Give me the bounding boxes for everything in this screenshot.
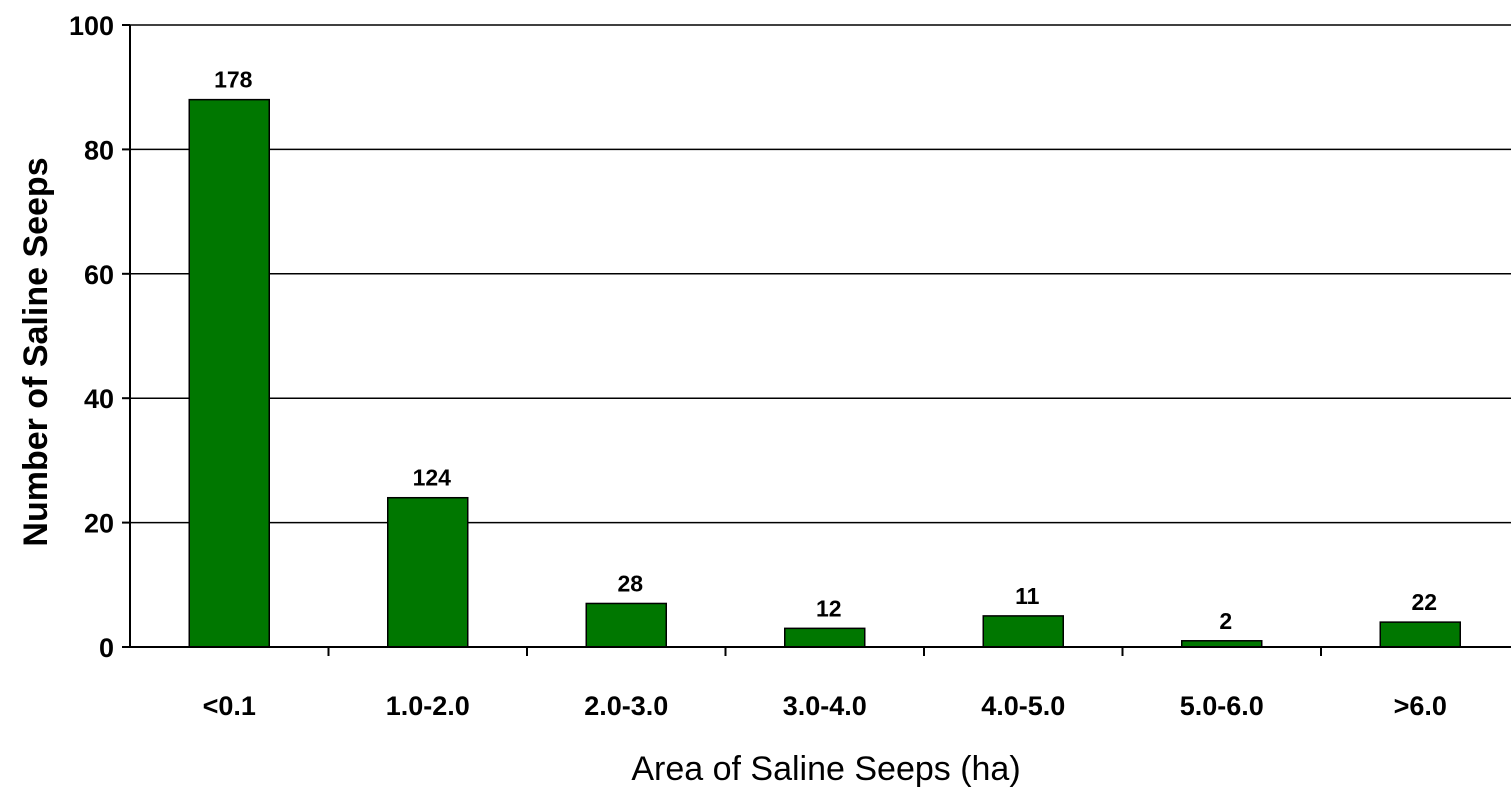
data-label: 124: [413, 465, 452, 491]
axes: [129, 25, 1511, 648]
bar: [982, 615, 1064, 648]
x-tick-label: 1.0-2.0: [386, 691, 470, 721]
y-ticks: 0 20 40 60 80 100: [69, 11, 130, 663]
data-label: 2: [1219, 608, 1232, 634]
x-tick-label: 4.0-5.0: [981, 691, 1065, 721]
y-tick-label: 0: [99, 633, 114, 663]
x-tick-label: 2.0-3.0: [584, 691, 668, 721]
bar: [387, 496, 469, 648]
y-tick-label: 80: [84, 135, 114, 165]
x-ticks: <0.1 1.0-2.0 2.0-3.0 3.0-4.0 4.0-5.0 5.0-6.0 >…: [203, 647, 1447, 721]
data-label: 11: [1015, 583, 1040, 609]
y-axis-title: Number of Saline Seeps: [17, 157, 55, 546]
y-tick-label: 60: [84, 260, 114, 290]
bar: [784, 627, 866, 648]
data-label: 22: [1411, 589, 1437, 615]
x-tick-label: 5.0-6.0: [1180, 691, 1264, 721]
bar: [188, 98, 270, 648]
bars: [188, 98, 1461, 648]
bar: [1379, 621, 1461, 648]
y-tick-label: 20: [84, 509, 114, 539]
x-axis-title: Area of Saline Seeps (ha): [631, 750, 1020, 788]
data-label: 12: [816, 595, 842, 621]
x-tick-label: >6.0: [1394, 691, 1447, 721]
x-tick-label: <0.1: [203, 691, 256, 721]
gridlines: [130, 24, 1511, 524]
data-label: 178: [214, 67, 253, 93]
x-tick-label: 3.0-4.0: [783, 691, 867, 721]
y-tick-label: 40: [84, 384, 114, 414]
y-tick-label: 100: [69, 11, 114, 41]
data-label: 28: [617, 570, 643, 596]
bar: [585, 602, 667, 648]
